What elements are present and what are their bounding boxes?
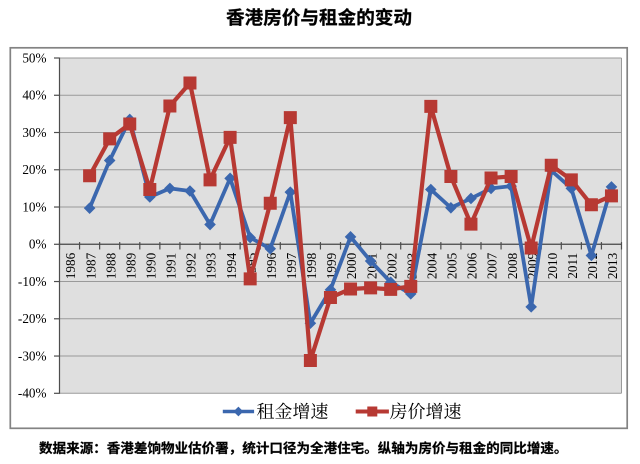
svg-text:40%: 40% [22, 88, 46, 103]
svg-text:1987: 1987 [83, 252, 98, 279]
svg-text:1990: 1990 [144, 252, 159, 279]
svg-text:50%: 50% [22, 50, 46, 65]
svg-text:20%: 20% [22, 162, 46, 177]
svg-text:-30%: -30% [18, 348, 47, 363]
svg-text:1998: 1998 [304, 252, 319, 279]
svg-text:10%: 10% [22, 199, 46, 214]
svg-text:2002: 2002 [384, 253, 399, 279]
svg-text:2006: 2006 [465, 252, 480, 279]
svg-text:1993: 1993 [204, 252, 219, 279]
svg-text:2004: 2004 [425, 252, 440, 279]
svg-text:2011: 2011 [565, 253, 580, 279]
svg-text:2008: 2008 [505, 252, 520, 279]
svg-text:2000: 2000 [344, 252, 359, 279]
svg-text:1996: 1996 [264, 252, 279, 279]
svg-text:-10%: -10% [18, 274, 47, 289]
svg-text:0%: 0% [29, 237, 47, 252]
svg-text:1994: 1994 [224, 252, 239, 279]
svg-text:2007: 2007 [485, 252, 500, 279]
svg-text:2013: 2013 [605, 252, 620, 279]
svg-text:1997: 1997 [284, 252, 299, 279]
svg-text:2010: 2010 [545, 252, 560, 279]
svg-text:2005: 2005 [445, 252, 460, 279]
svg-text:1989: 1989 [123, 252, 138, 279]
svg-text:-20%: -20% [18, 311, 47, 326]
svg-text:1992: 1992 [184, 253, 199, 279]
svg-text:30%: 30% [22, 125, 46, 140]
svg-text:-40%: -40% [18, 386, 47, 401]
svg-text:2012: 2012 [585, 253, 600, 279]
svg-text:1988: 1988 [103, 252, 118, 279]
svg-text:1991: 1991 [164, 253, 179, 279]
svg-text:1986: 1986 [63, 252, 78, 279]
